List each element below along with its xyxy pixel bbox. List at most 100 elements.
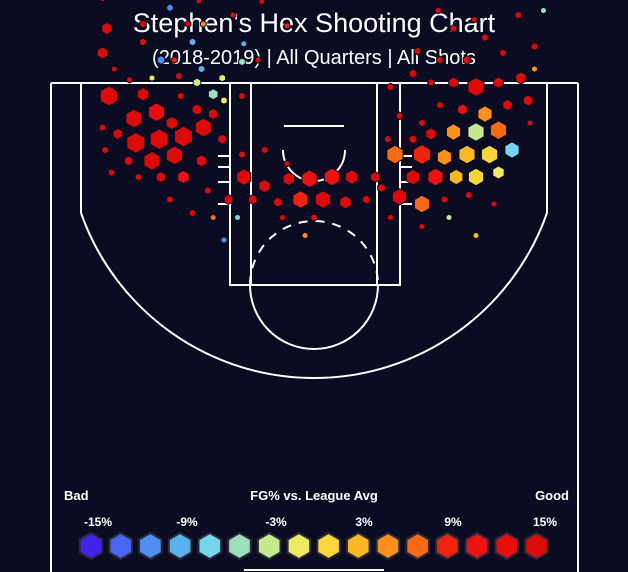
shot-hex bbox=[204, 186, 212, 195]
shot-hex bbox=[492, 165, 505, 180]
shot-hex bbox=[191, 103, 203, 116]
shot-hex bbox=[386, 144, 404, 165]
legend-bad-label: Bad bbox=[64, 488, 89, 503]
shot-hex bbox=[301, 231, 309, 240]
shot-hex bbox=[283, 21, 291, 30]
shot-hex bbox=[472, 231, 480, 240]
free-throw-circle-bottom bbox=[249, 284, 379, 350]
legend-tick-label: -9% bbox=[176, 515, 198, 529]
shot-hex bbox=[387, 213, 394, 222]
shot-hex bbox=[273, 196, 283, 208]
shot-hex bbox=[165, 145, 184, 166]
shot-hex bbox=[195, 0, 202, 5]
shot-hex bbox=[136, 87, 150, 102]
chart-title: Stephen's Hex Shooting Chart bbox=[132, 8, 496, 38]
shot-hex bbox=[166, 3, 174, 13]
shot-hex bbox=[125, 108, 143, 129]
shot-hex bbox=[310, 213, 318, 222]
shot-hex bbox=[236, 168, 252, 186]
shot-hex bbox=[489, 120, 508, 141]
shot-hex bbox=[504, 141, 520, 159]
shot-hex bbox=[248, 194, 258, 205]
shot-hex bbox=[165, 115, 178, 131]
shot-hex bbox=[134, 172, 143, 182]
shot-hex bbox=[530, 42, 539, 51]
shot-hex bbox=[514, 10, 523, 20]
three-point-arc bbox=[80, 212, 548, 379]
shot-hex bbox=[283, 159, 291, 168]
shot-hex bbox=[147, 102, 166, 123]
shot-hex bbox=[282, 171, 295, 186]
shot-hex bbox=[339, 195, 352, 210]
shot-hex bbox=[470, 15, 478, 24]
shot-hex bbox=[166, 195, 174, 204]
shot-hex bbox=[391, 188, 408, 206]
shot-hex bbox=[405, 168, 421, 186]
shot-hex bbox=[467, 122, 485, 142]
shot-hex bbox=[156, 55, 166, 65]
court-lines bbox=[50, 82, 579, 572]
shot-hex bbox=[175, 71, 183, 81]
legend-color-scale bbox=[78, 531, 549, 561]
shot-hex bbox=[445, 213, 453, 222]
shot-hex bbox=[540, 6, 547, 15]
legend-color-hex bbox=[375, 531, 401, 561]
shot-hex bbox=[449, 168, 464, 186]
shot-hex bbox=[258, 178, 271, 194]
shot-hex bbox=[522, 94, 534, 107]
legend-color-hex bbox=[108, 531, 133, 561]
legend-color-hex bbox=[524, 531, 549, 561]
shot-hex bbox=[434, 6, 442, 15]
shot-hex bbox=[384, 134, 392, 144]
shot-hex bbox=[107, 168, 116, 177]
shot-hex bbox=[502, 98, 513, 112]
shot-hex bbox=[413, 46, 422, 56]
shot-hex bbox=[217, 133, 227, 145]
shot-hex bbox=[408, 68, 418, 79]
shot-hex bbox=[526, 119, 534, 127]
shot-hex bbox=[490, 200, 498, 208]
shot-hex bbox=[445, 123, 462, 141]
shot-hex bbox=[462, 55, 472, 65]
legend-title: FG% vs. League Avg bbox=[250, 488, 378, 503]
shot-hex bbox=[177, 169, 190, 185]
shot-hex bbox=[361, 194, 371, 205]
shot-hex bbox=[126, 75, 133, 84]
shot-hex bbox=[112, 127, 124, 140]
legend-tick-label: 3% bbox=[355, 515, 373, 529]
legend-color-hex bbox=[435, 531, 460, 561]
shot-hex bbox=[101, 145, 109, 155]
shot-hex bbox=[448, 76, 459, 89]
shot-hex bbox=[427, 78, 435, 87]
shot-hex bbox=[260, 145, 269, 155]
shot-hex bbox=[386, 82, 395, 92]
shot-hex bbox=[209, 213, 217, 222]
shot-hex bbox=[98, 123, 107, 132]
legend-tick-label: -15% bbox=[83, 515, 112, 529]
shot-hex bbox=[449, 24, 458, 33]
shot-hex bbox=[177, 91, 185, 101]
shot-hex bbox=[171, 56, 178, 64]
shot-hex bbox=[195, 154, 208, 168]
shot-hex bbox=[184, 20, 192, 28]
shot-hex bbox=[149, 128, 169, 151]
legend-color-hex bbox=[405, 531, 430, 561]
legend-tick-label: 9% bbox=[444, 515, 462, 529]
shot-hex bbox=[194, 117, 212, 138]
shot-hex bbox=[188, 208, 197, 218]
shot-hex bbox=[148, 74, 156, 82]
shot-hex bbox=[412, 144, 432, 165]
legend-color-hex bbox=[197, 531, 223, 561]
shot-hex bbox=[238, 57, 246, 67]
shot-hex bbox=[101, 21, 113, 36]
shot-hex bbox=[345, 169, 359, 185]
shot-hex bbox=[96, 46, 109, 60]
shot-hex bbox=[467, 167, 485, 187]
shot-hex bbox=[425, 127, 437, 141]
shot-hex bbox=[279, 213, 286, 222]
shot-hex bbox=[234, 213, 241, 222]
shot-hex bbox=[254, 56, 262, 64]
shot-hex bbox=[436, 148, 453, 166]
legend-color-hex bbox=[138, 531, 163, 561]
